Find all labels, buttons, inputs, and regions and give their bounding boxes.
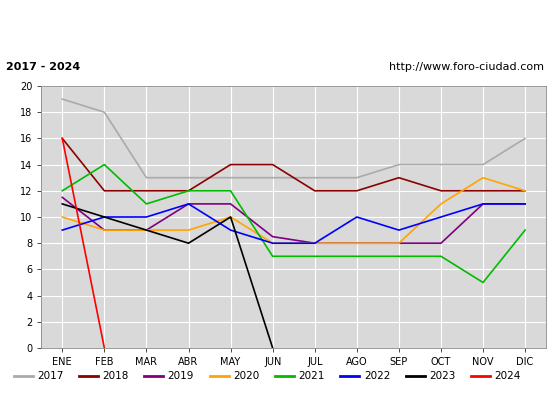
Text: 2018: 2018 — [102, 371, 129, 381]
Text: 2020: 2020 — [233, 371, 259, 381]
Text: http://www.foro-ciudad.com: http://www.foro-ciudad.com — [389, 62, 544, 72]
Text: 2022: 2022 — [364, 371, 390, 381]
Text: 2017: 2017 — [37, 371, 63, 381]
Text: 2017 - 2024: 2017 - 2024 — [6, 62, 80, 72]
Text: Evolucion del paro registrado en Villalba de Guardo: Evolucion del paro registrado en Villalb… — [62, 18, 488, 32]
Text: 2023: 2023 — [429, 371, 455, 381]
Text: 2019: 2019 — [168, 371, 194, 381]
Text: 2021: 2021 — [299, 371, 325, 381]
Text: 2024: 2024 — [494, 371, 521, 381]
